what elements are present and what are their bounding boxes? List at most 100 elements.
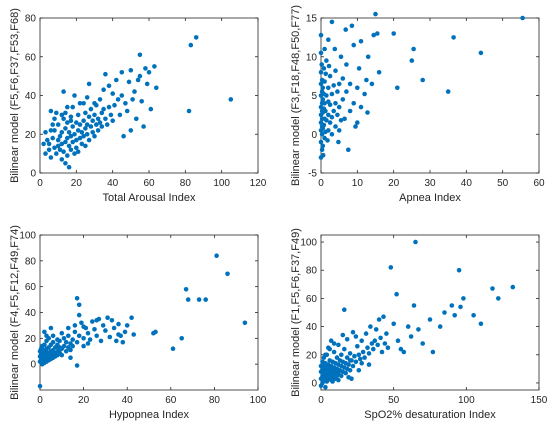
- data-point: [66, 143, 72, 149]
- data-point: [342, 116, 347, 122]
- data-point: [351, 42, 357, 48]
- data-point: [452, 313, 458, 318]
- y-axis-label: Bilinear model (F4,F5,F12,F49,F74): [9, 225, 21, 400]
- y-tick-label: 80: [306, 266, 318, 277]
- data-point: [334, 355, 340, 360]
- data-point: [331, 83, 337, 88]
- data-point: [105, 315, 110, 321]
- data-point: [375, 342, 381, 348]
- data-point: [329, 132, 335, 137]
- data-point: [72, 329, 78, 335]
- data-point: [329, 91, 335, 97]
- data-point: [405, 324, 411, 329]
- data-point: [101, 106, 106, 112]
- data-point: [124, 108, 130, 114]
- data-point: [137, 73, 143, 79]
- data-point: [110, 91, 115, 96]
- data-point: [349, 376, 354, 382]
- data-point: [193, 35, 199, 40]
- data-point: [344, 62, 349, 67]
- y-tick-label: 60: [25, 282, 37, 293]
- data-point: [103, 71, 108, 77]
- data-point: [65, 153, 70, 158]
- data-point: [320, 143, 326, 149]
- data-point: [364, 77, 369, 83]
- data-point: [74, 363, 80, 368]
- data-point: [123, 101, 128, 106]
- data-point: [375, 31, 380, 36]
- data-point: [343, 27, 349, 32]
- x-tick-label: 40: [461, 178, 473, 189]
- data-point: [365, 54, 371, 60]
- data-point: [369, 341, 375, 346]
- data-point: [101, 87, 106, 92]
- data-point: [70, 124, 75, 129]
- data-point: [340, 332, 346, 338]
- y-tick-label: 10: [306, 52, 318, 63]
- data-point: [55, 337, 60, 342]
- data-point: [323, 71, 329, 77]
- data-point: [141, 124, 146, 129]
- data-point: [76, 312, 82, 318]
- data-point: [376, 317, 382, 322]
- data-point: [128, 128, 134, 133]
- data-point: [50, 333, 56, 339]
- data-point: [342, 307, 347, 313]
- data-point: [59, 141, 65, 147]
- data-point: [68, 147, 74, 153]
- data-point: [326, 85, 331, 91]
- data-point: [355, 120, 360, 125]
- data-point: [88, 106, 94, 112]
- data-point: [427, 317, 433, 322]
- data-point: [121, 133, 126, 139]
- data-point: [358, 104, 364, 110]
- data-point: [59, 130, 65, 135]
- x-axis-label: Apnea Index: [399, 192, 461, 204]
- data-point: [132, 89, 137, 94]
- data-point: [333, 124, 338, 129]
- data-point: [214, 253, 219, 258]
- data-point: [106, 104, 112, 110]
- data-point: [343, 370, 349, 376]
- data-point: [344, 89, 349, 94]
- data-point: [52, 145, 57, 151]
- data-point: [365, 110, 370, 115]
- x-axis-label: Total Arousal Index: [103, 192, 196, 204]
- data-point: [52, 116, 57, 122]
- data-point: [203, 297, 208, 302]
- data-point: [346, 147, 351, 153]
- data-point: [70, 104, 75, 110]
- data-point: [338, 118, 344, 123]
- data-point: [57, 133, 63, 139]
- y-tick-label: 0: [311, 130, 317, 141]
- data-point: [86, 114, 92, 120]
- data-point: [77, 101, 83, 106]
- data-point: [351, 101, 357, 106]
- data-point: [95, 116, 101, 122]
- data-point: [90, 118, 95, 123]
- data-point: [68, 355, 73, 361]
- x-tick-label: 0: [37, 395, 43, 406]
- data-point: [395, 85, 400, 91]
- data-point: [329, 19, 335, 25]
- data-point: [394, 291, 399, 297]
- x-tick-label: 0: [37, 178, 43, 189]
- data-point: [327, 120, 333, 125]
- data-point: [379, 349, 385, 355]
- y-tick-label: 100: [300, 238, 317, 249]
- data-point: [371, 346, 376, 352]
- data-point: [52, 128, 57, 133]
- data-point: [357, 356, 363, 362]
- data-point: [346, 362, 351, 367]
- data-point: [61, 116, 66, 122]
- data-point: [66, 325, 71, 331]
- x-tick-label: 50: [497, 178, 509, 189]
- y-tick-label: 15: [306, 14, 318, 25]
- data-point: [84, 132, 90, 137]
- data-point: [318, 81, 324, 87]
- data-point: [371, 32, 377, 38]
- data-point: [83, 143, 88, 149]
- data-point: [59, 157, 65, 162]
- data-point: [445, 89, 451, 94]
- data-point: [42, 342, 47, 348]
